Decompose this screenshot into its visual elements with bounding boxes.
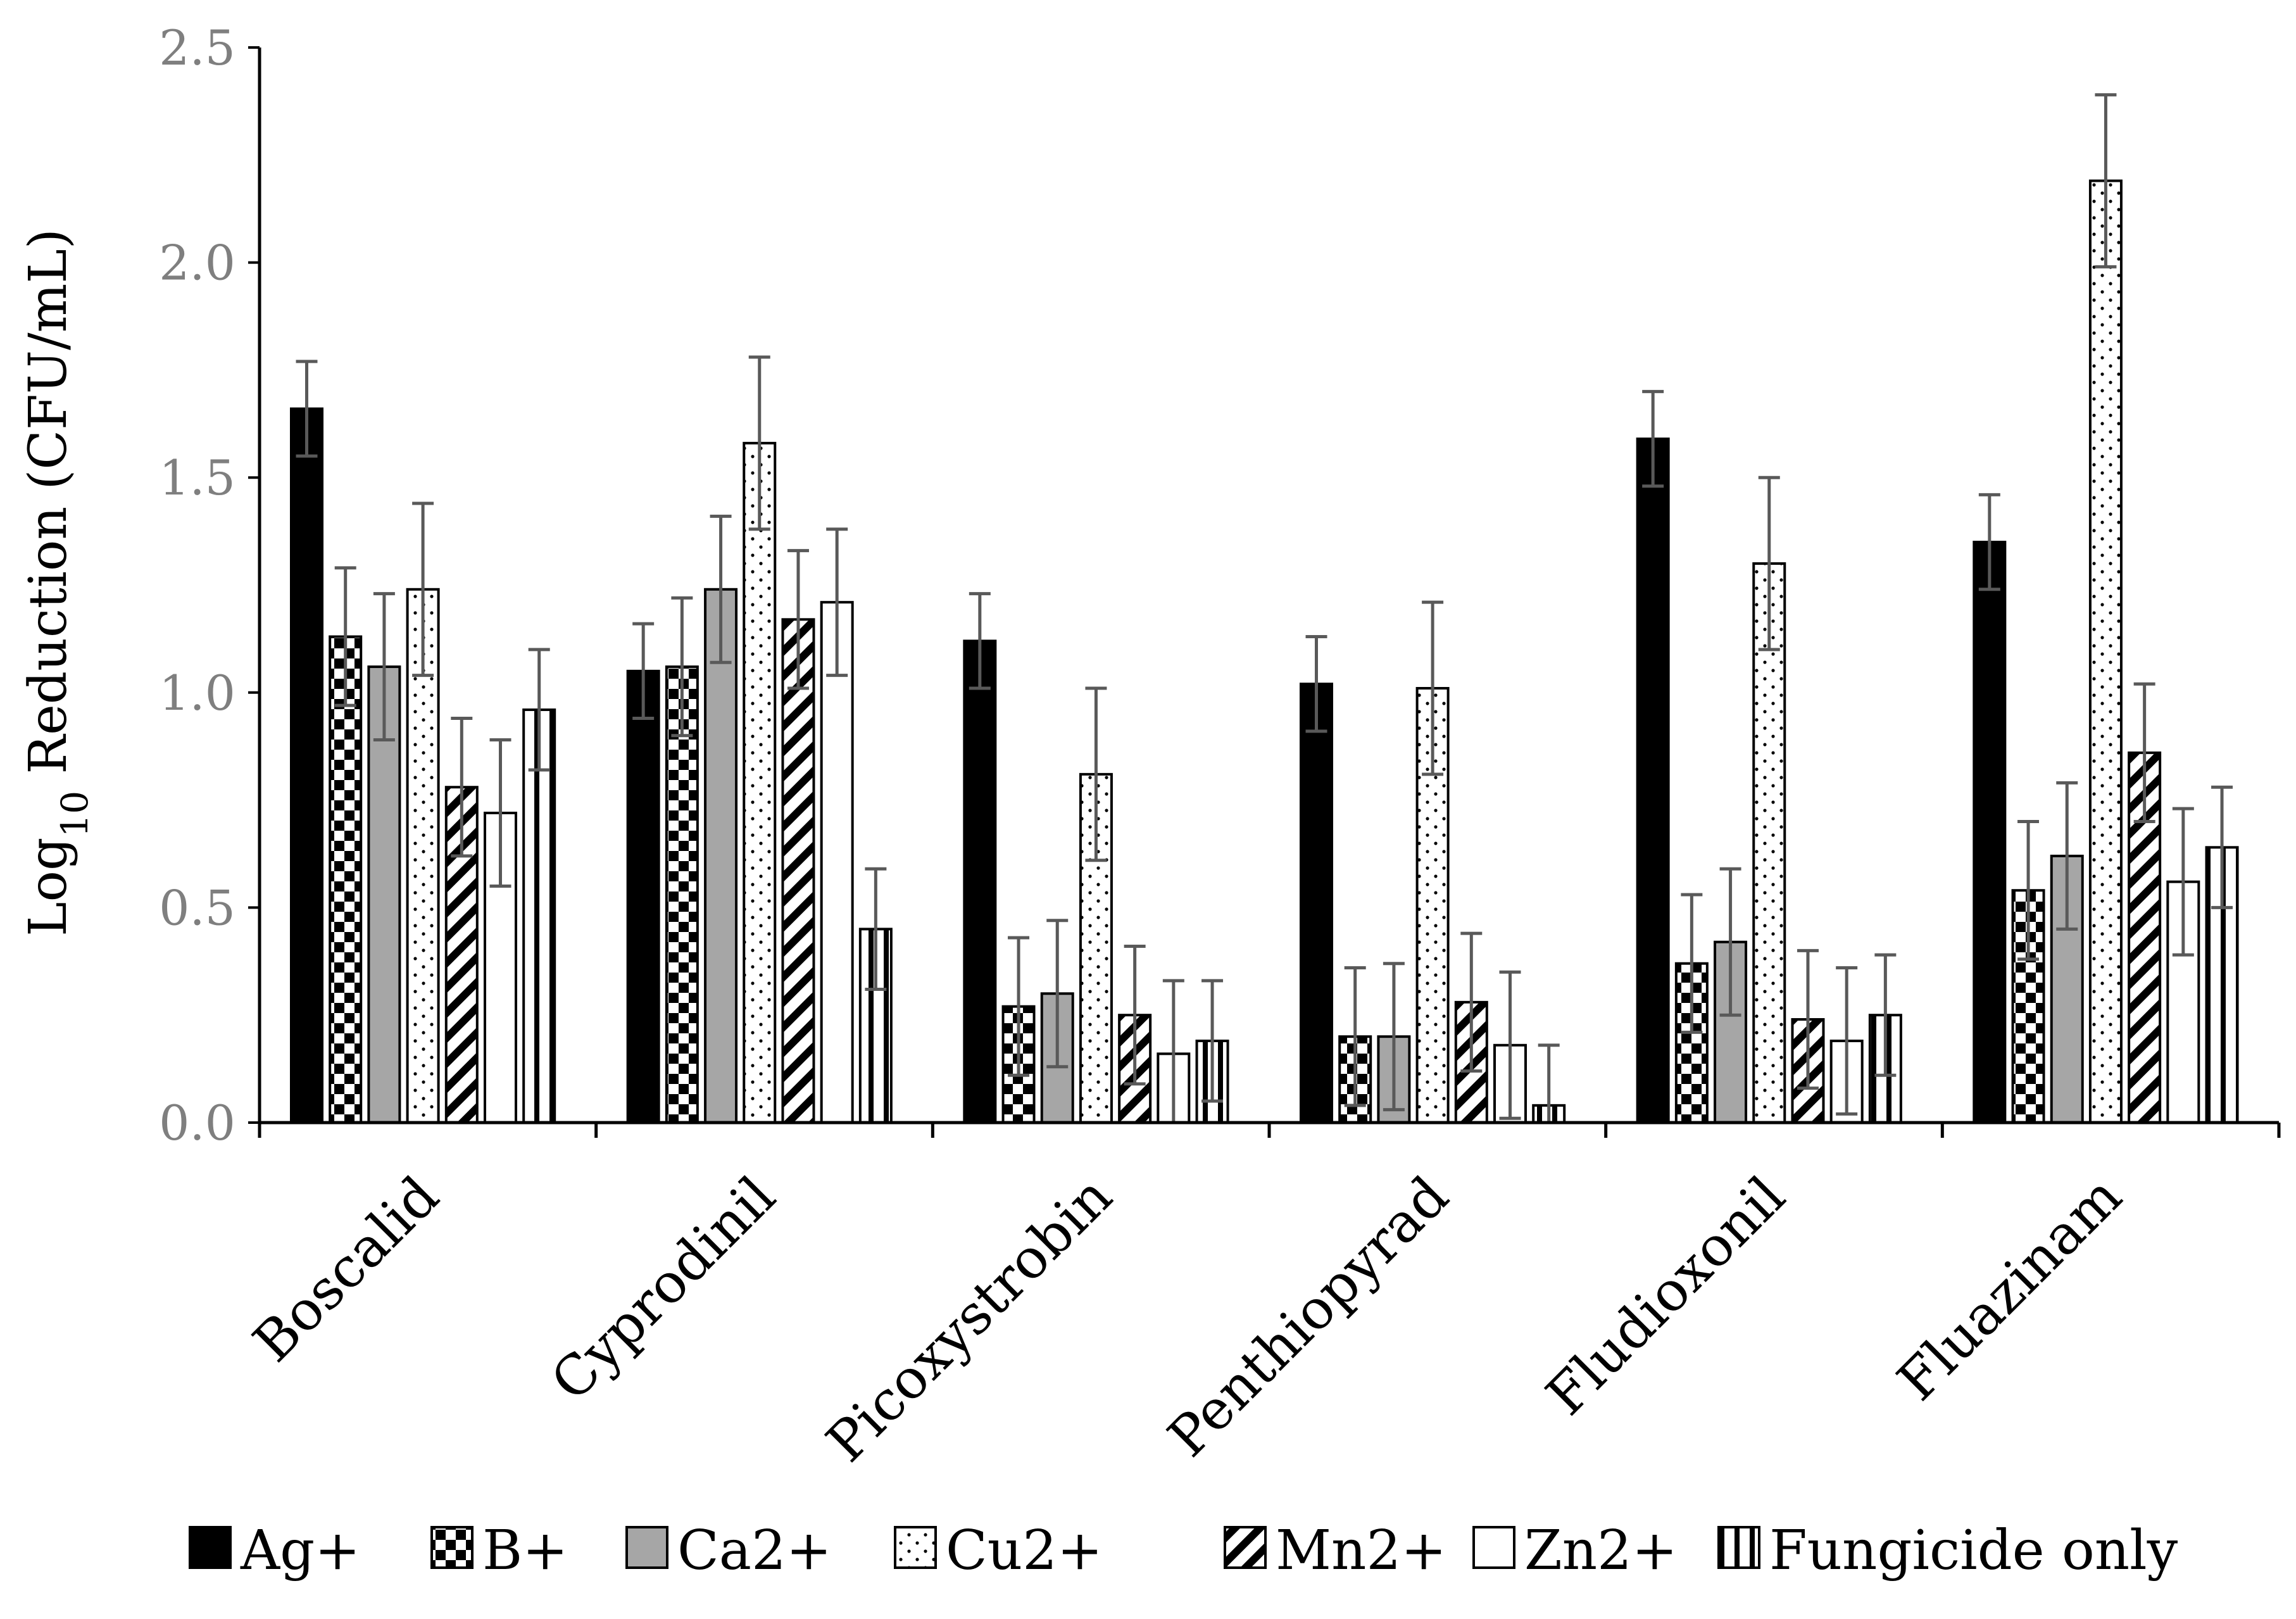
legend: Ag+ B+ Ca2+ Cu2+ Mn2+ Zn2+ Fungicide only bbox=[189, 1519, 2178, 1582]
y-tick-label: 2.5 bbox=[159, 20, 235, 76]
x-category-label: Boscalid bbox=[241, 1164, 451, 1374]
y-axis-title: Log10 Reduction (CFU/mL) bbox=[18, 229, 96, 936]
x-category-label: Penthiopyrad bbox=[1156, 1164, 1460, 1469]
y-axis-title-text: Log10 Reduction (CFU/mL) bbox=[18, 229, 96, 936]
bar bbox=[704, 588, 738, 1124]
bar bbox=[781, 618, 815, 1124]
legend-swatch bbox=[1717, 1526, 1760, 1569]
bar bbox=[1300, 683, 1333, 1124]
bar bbox=[1636, 438, 1670, 1124]
legend-swatch bbox=[189, 1526, 232, 1569]
x-category-label: Picoxystrobin bbox=[815, 1164, 1124, 1474]
legend-swatch bbox=[1472, 1526, 1515, 1569]
y-axis-title-subscript: 10 bbox=[53, 791, 96, 838]
legend-label: Ag+ bbox=[240, 1519, 360, 1582]
y-axis-ticks: 0.0 0.5 1.0 1.5 2.0 2.5 bbox=[159, 20, 260, 1151]
y-tick-label: 1.0 bbox=[159, 665, 235, 721]
y-tick-label: 0.5 bbox=[159, 879, 235, 936]
legend-label: Mn2+ bbox=[1276, 1519, 1446, 1582]
y-axis-title-rest: Reduction (CFU/mL) bbox=[18, 229, 78, 791]
bar bbox=[743, 441, 777, 1124]
y-tick-label: 0.0 bbox=[159, 1095, 235, 1151]
legend-swatch bbox=[1224, 1526, 1267, 1569]
bar bbox=[626, 669, 660, 1124]
bar bbox=[963, 639, 997, 1124]
legend-swatch bbox=[625, 1526, 668, 1569]
legend-label: Ca2+ bbox=[677, 1519, 832, 1582]
axes-layer bbox=[258, 47, 2281, 1138]
x-category-label: Cyprodinil bbox=[539, 1164, 788, 1413]
legend-label: B+ bbox=[482, 1519, 568, 1582]
bar bbox=[522, 708, 556, 1124]
y-tick-label: 1.5 bbox=[159, 450, 235, 506]
legend-label: Fungicide only bbox=[1769, 1519, 2178, 1582]
bar bbox=[2088, 179, 2123, 1124]
x-axis-category-labels: Boscalid Cyprodinil Picoxystrobin Penthiopy… bbox=[241, 1164, 2134, 1474]
bar bbox=[1973, 541, 2007, 1124]
legend-label: Zn2+ bbox=[1524, 1519, 1678, 1582]
legend-label: Cu2+ bbox=[946, 1519, 1103, 1582]
bar bbox=[329, 635, 363, 1124]
bars-layer bbox=[290, 93, 2239, 1124]
bar bbox=[820, 601, 854, 1124]
bar bbox=[665, 665, 699, 1124]
bar bbox=[290, 407, 323, 1124]
x-category-label: Fluazinam bbox=[1886, 1164, 2134, 1413]
x-category-label: Fludioxonil bbox=[1534, 1164, 1797, 1427]
legend-swatch bbox=[894, 1526, 937, 1569]
bar bbox=[367, 665, 401, 1124]
legend-swatch bbox=[430, 1526, 474, 1569]
y-tick-label: 2.0 bbox=[159, 235, 235, 291]
y-axis-title-base: Log bbox=[18, 838, 78, 936]
